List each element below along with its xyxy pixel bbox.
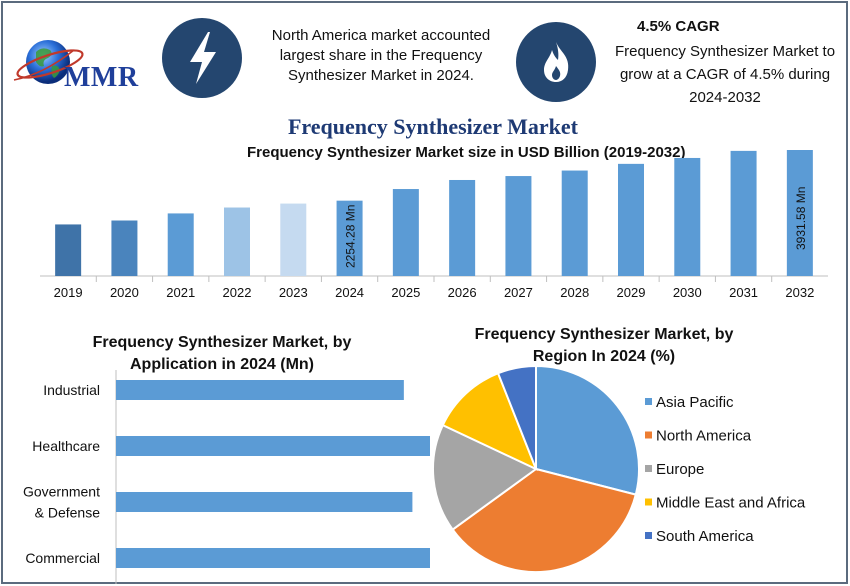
legend-label-south-america: South America (656, 528, 754, 545)
bar-2028 (561, 170, 588, 276)
bar-2022 (224, 207, 250, 276)
x-tick-label-2021: 2021 (166, 285, 195, 300)
legend-swatch (645, 431, 652, 439)
x-tick-label-2027: 2027 (504, 285, 533, 300)
pie-slice-asia-pacific (535, 364, 640, 496)
market-size-chart-title: Frequency Synthesizer Market size in USD… (247, 144, 686, 161)
market-share-note: North America market accounted largest s… (256, 26, 506, 86)
app-bar-industrial (116, 380, 404, 400)
cagr-note-line-2: grow at a CAGR of 4.5% during (619, 66, 831, 83)
bar-2023 (280, 203, 307, 276)
bar-2021 (167, 213, 194, 276)
flame-icon (544, 42, 569, 82)
bar-2026 (449, 179, 476, 276)
cagr-note-line-1: Frequency Synthesizer Market to (614, 43, 836, 60)
app-bar-healthcare (116, 436, 430, 456)
market-share-note-line-1: North America market accounted (271, 27, 491, 44)
flame-icon-badge (516, 22, 596, 102)
pie-slice-europe (432, 423, 538, 531)
cagr-note-line-3: 2024-2032 (689, 89, 761, 106)
region-chart-title-line-1: Frequency Synthesizer Market, by (474, 326, 734, 343)
pie-slice-south-america (496, 364, 537, 470)
x-tick-label-2019: 2019 (54, 285, 83, 300)
x-tick-label-2030: 2030 (673, 285, 702, 300)
legend-label-europe: Europe (656, 461, 704, 478)
bar-2019 (55, 224, 82, 276)
cagr-note: Frequency Synthesizer Market to grow at … (600, 40, 850, 109)
bar-2032 (786, 150, 813, 276)
data-label-2032: 3931.58 Mn (794, 187, 808, 250)
region-pie-chart: Asia Pacific North America Europe Middle Ea… (432, 364, 806, 573)
x-tick-label-2029: 2029 (617, 285, 646, 300)
region-chart-title-line-2: Region In 2024 (%) (532, 348, 676, 365)
app-bar-commercial (116, 548, 430, 568)
lightning-icon-badge (162, 18, 242, 98)
legend-label-north-america: North America (656, 428, 752, 445)
bar-2024 (336, 200, 363, 276)
x-tick-label-2026: 2026 (448, 285, 477, 300)
bar-2031 (730, 150, 757, 276)
x-tick-label-2028: 2028 (560, 285, 589, 300)
app-category-label: Healthcare (32, 438, 100, 454)
cagr-title: 4.5% CAGR (637, 18, 720, 35)
logo-wordmark: MMR (64, 62, 139, 93)
lightning-bolt-icon (190, 32, 216, 84)
application-chart-title-line-1: Frequency Synthesizer Market, by (92, 334, 352, 351)
x-tick-label-2020: 2020 (110, 285, 139, 300)
x-tick-label-2032: 2032 (785, 285, 814, 300)
bar-2027 (505, 176, 532, 276)
bar-2029 (618, 163, 644, 276)
pie-slice-north-america (451, 467, 637, 573)
application-chart-title-line-2: Application in 2024 (Mn) (129, 356, 314, 373)
bar-2025 (392, 189, 419, 276)
x-tick-label-2031: 2031 (729, 285, 758, 300)
legend-swatch (645, 532, 652, 539)
pie-slice-middle-east-and-africa (441, 371, 538, 471)
market-share-note-line-3: Synthesizer Market in 2024. (288, 67, 474, 84)
market-share-note-line-2: largest share in the Frequency (279, 47, 483, 64)
region-chart-title: Frequency Synthesizer Market, by Region … (444, 324, 764, 368)
x-tick-label-2025: 2025 (391, 285, 420, 300)
bar-2030 (674, 157, 701, 276)
app-bar-government-defense (116, 492, 413, 512)
legend-swatch (645, 498, 652, 506)
mmr-globe-logo (13, 40, 84, 84)
market-size-bar-chart: 2019 2020 2021 2022 2023 2024 2025 2026 2027 2028… (40, 150, 828, 300)
bar-2020 (111, 220, 138, 276)
data-label-2024: 2254.28 Mn (344, 205, 358, 268)
legend-swatch (645, 465, 652, 472)
app-category-label: Commercial (25, 550, 100, 566)
x-tick-label-2023: 2023 (279, 285, 308, 300)
app-category-label: Industrial (43, 382, 100, 398)
legend-label-asia-pacific: Asia Pacific (656, 394, 734, 411)
main-title: Frequency Synthesizer Market (287, 114, 579, 139)
legend-swatch (645, 398, 652, 405)
x-tick-label-2022: 2022 (223, 285, 252, 300)
application-chart-title: Frequency Synthesizer Market, by Applica… (62, 332, 382, 376)
x-tick-label-2024: 2024 (335, 285, 364, 300)
legend-label-middle-east-and-africa: Middle East and Africa (656, 495, 806, 512)
application-bar-chart: Industrial Healthcare Government & Defense C… (23, 370, 430, 584)
app-category-label: Government & Defense (23, 484, 100, 521)
